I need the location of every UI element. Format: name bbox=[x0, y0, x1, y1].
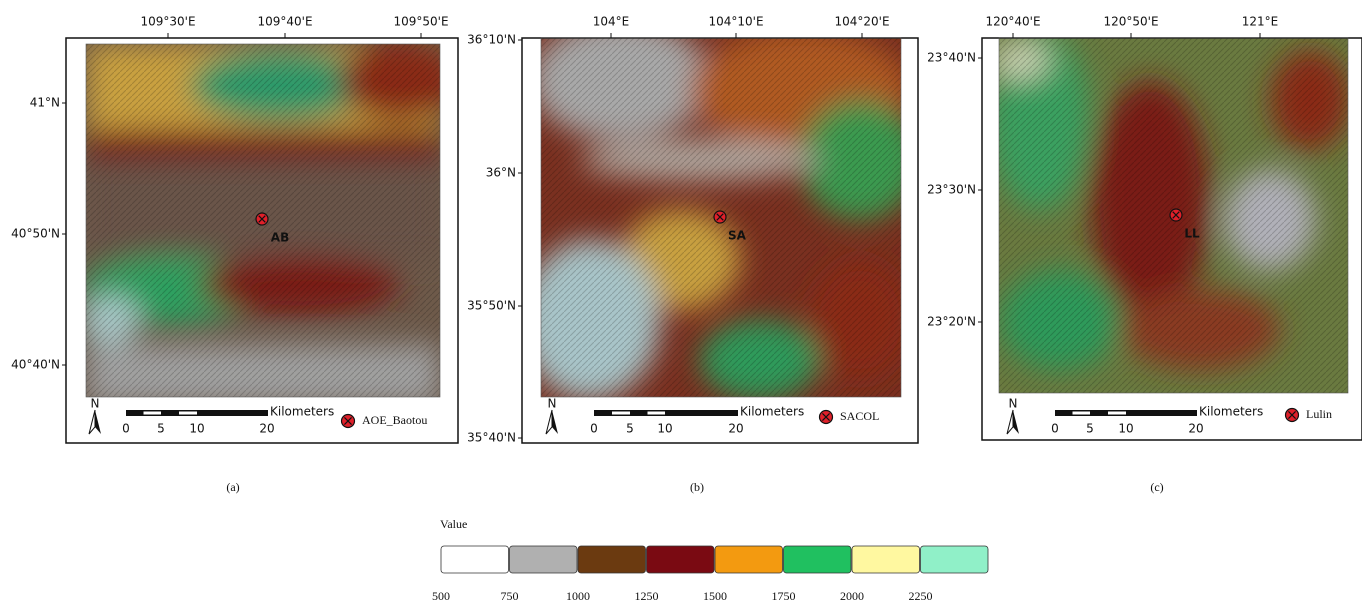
scale-tick: 0 bbox=[590, 422, 598, 436]
lat-label: 23°20'N bbox=[927, 315, 976, 329]
scale-tick: 5 bbox=[626, 422, 634, 436]
legend-swatch bbox=[715, 546, 783, 573]
lat-label: 40°50'N bbox=[11, 227, 60, 241]
scale-tick: 5 bbox=[157, 422, 165, 436]
legend-swatch bbox=[921, 546, 989, 573]
legend-swatch bbox=[784, 546, 852, 573]
terrain-a bbox=[80, 40, 460, 405]
panel-label: (c) bbox=[1150, 480, 1163, 494]
north-arrow bbox=[1007, 410, 1013, 434]
scale-unit: Kilometers bbox=[270, 405, 334, 419]
lat-label: 36°N bbox=[486, 166, 516, 180]
legend-swatch bbox=[510, 546, 578, 573]
lat-label: 40°40'N bbox=[11, 358, 60, 372]
scale-tick: 20 bbox=[728, 422, 743, 436]
lon-label: 104°20'E bbox=[834, 15, 889, 29]
legend-swatch bbox=[647, 546, 715, 573]
scale-unit: Kilometers bbox=[1199, 405, 1263, 419]
legend-title: Value bbox=[440, 517, 467, 531]
lon-label: 109°50'E bbox=[393, 15, 448, 29]
station-name: AOE_Baotou bbox=[362, 413, 427, 427]
station-name: Lulin bbox=[1306, 407, 1332, 421]
scale-tick: 20 bbox=[1188, 422, 1203, 436]
legend-label: 750 bbox=[501, 589, 519, 603]
scale-unit: Kilometers bbox=[740, 405, 804, 419]
scale-bar-gap bbox=[612, 412, 630, 415]
scale-tick: 5 bbox=[1086, 422, 1094, 436]
scale-tick: 10 bbox=[1118, 422, 1133, 436]
station-code: AB bbox=[271, 231, 289, 245]
station-code: SA bbox=[728, 229, 747, 243]
lon-label: 109°30'E bbox=[140, 15, 195, 29]
station-code: LL bbox=[1184, 227, 1200, 241]
legend-label: 1500 bbox=[703, 589, 727, 603]
panel-label: (a) bbox=[226, 480, 239, 494]
scale-tick: 0 bbox=[122, 422, 130, 436]
lon-label: 120°40'E bbox=[985, 15, 1040, 29]
panel-label: (b) bbox=[690, 480, 704, 494]
legend-label: 2250 bbox=[909, 589, 933, 603]
north-label: N bbox=[1009, 397, 1018, 411]
legend-label: 1000 bbox=[566, 589, 590, 603]
scale-bar-gap bbox=[648, 412, 666, 415]
terrain-c bbox=[990, 30, 1350, 393]
lon-label: 104°E bbox=[593, 15, 630, 29]
station-name: SACOL bbox=[840, 409, 879, 423]
legend-swatch bbox=[578, 546, 646, 573]
lon-label: 120°50'E bbox=[1103, 15, 1158, 29]
north-label: N bbox=[91, 397, 100, 411]
scale-bar-gap bbox=[1108, 412, 1126, 415]
legend-label: 2000 bbox=[840, 589, 864, 603]
legend-label: 1250 bbox=[635, 589, 659, 603]
north-label: N bbox=[548, 397, 557, 411]
terrain-b bbox=[520, 20, 920, 400]
lon-label: 121°E bbox=[1242, 15, 1279, 29]
scale-bar-gap bbox=[179, 412, 197, 415]
lat-label: 35°50'N bbox=[467, 299, 516, 313]
legend-label: 500 bbox=[432, 589, 450, 603]
lon-label: 109°40'E bbox=[257, 15, 312, 29]
legend-label: 1750 bbox=[772, 589, 796, 603]
legend-swatch bbox=[852, 546, 920, 573]
legend-swatch bbox=[441, 546, 509, 573]
north-arrow bbox=[546, 410, 552, 434]
north-arrow-half bbox=[1013, 410, 1019, 434]
lon-label: 104°10'E bbox=[708, 15, 763, 29]
figure: 109°30'E 109°40'E 109°50'E 41°N 40°50'N 40°40… bbox=[0, 0, 1362, 604]
lat-label: 23°40'N bbox=[927, 51, 976, 65]
lat-label: 41°N bbox=[30, 96, 60, 110]
lat-label: 23°30'N bbox=[927, 183, 976, 197]
north-arrow bbox=[89, 410, 95, 434]
scale-bar-gap bbox=[1073, 412, 1091, 415]
scale-tick: 10 bbox=[189, 422, 204, 436]
scale-bar-gap bbox=[144, 412, 162, 415]
north-arrow-half bbox=[552, 410, 558, 434]
scale-tick: 20 bbox=[259, 422, 274, 436]
lat-label: 35°40'N bbox=[467, 431, 516, 445]
scale-tick: 0 bbox=[1051, 422, 1059, 436]
north-arrow-half bbox=[95, 410, 101, 434]
lat-label: 36°10'N bbox=[467, 33, 516, 47]
scale-tick: 10 bbox=[657, 422, 672, 436]
